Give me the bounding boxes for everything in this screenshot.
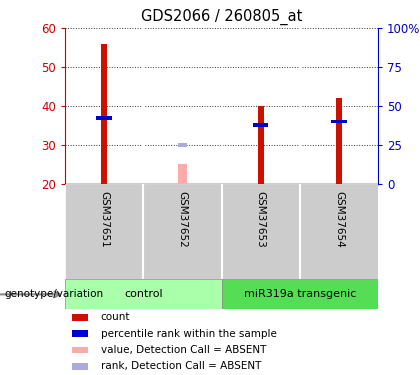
Bar xyxy=(178,143,187,147)
Bar xyxy=(65,279,222,309)
Text: GSM37651: GSM37651 xyxy=(99,191,109,248)
Bar xyxy=(72,347,88,353)
Text: percentile rank within the sample: percentile rank within the sample xyxy=(101,328,276,339)
Text: miR319a transgenic: miR319a transgenic xyxy=(244,290,356,299)
Bar xyxy=(72,314,88,321)
Text: control: control xyxy=(124,290,163,299)
Bar xyxy=(96,116,112,120)
Bar xyxy=(222,279,378,309)
Bar xyxy=(72,330,88,337)
Bar xyxy=(331,120,347,123)
Bar xyxy=(222,184,300,279)
Bar xyxy=(65,184,143,279)
Text: rank, Detection Call = ABSENT: rank, Detection Call = ABSENT xyxy=(101,362,261,372)
Bar xyxy=(257,106,264,184)
Bar xyxy=(253,123,268,128)
Text: value, Detection Call = ABSENT: value, Detection Call = ABSENT xyxy=(101,345,266,355)
Bar xyxy=(300,184,378,279)
Text: GSM37654: GSM37654 xyxy=(334,191,344,248)
Bar xyxy=(178,164,187,184)
Bar xyxy=(143,184,222,279)
Bar xyxy=(72,363,88,370)
Bar xyxy=(101,44,108,184)
Title: GDS2066 / 260805_at: GDS2066 / 260805_at xyxy=(141,9,302,26)
Bar xyxy=(336,98,342,184)
Text: GSM37652: GSM37652 xyxy=(177,191,187,248)
Text: GSM37653: GSM37653 xyxy=(256,191,266,248)
Text: genotype/variation: genotype/variation xyxy=(4,290,103,299)
Text: count: count xyxy=(101,312,130,322)
